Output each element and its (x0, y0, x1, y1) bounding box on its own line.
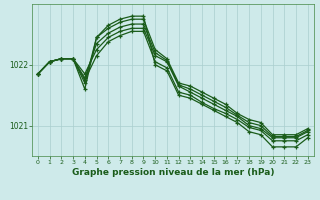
X-axis label: Graphe pression niveau de la mer (hPa): Graphe pression niveau de la mer (hPa) (72, 168, 274, 177)
